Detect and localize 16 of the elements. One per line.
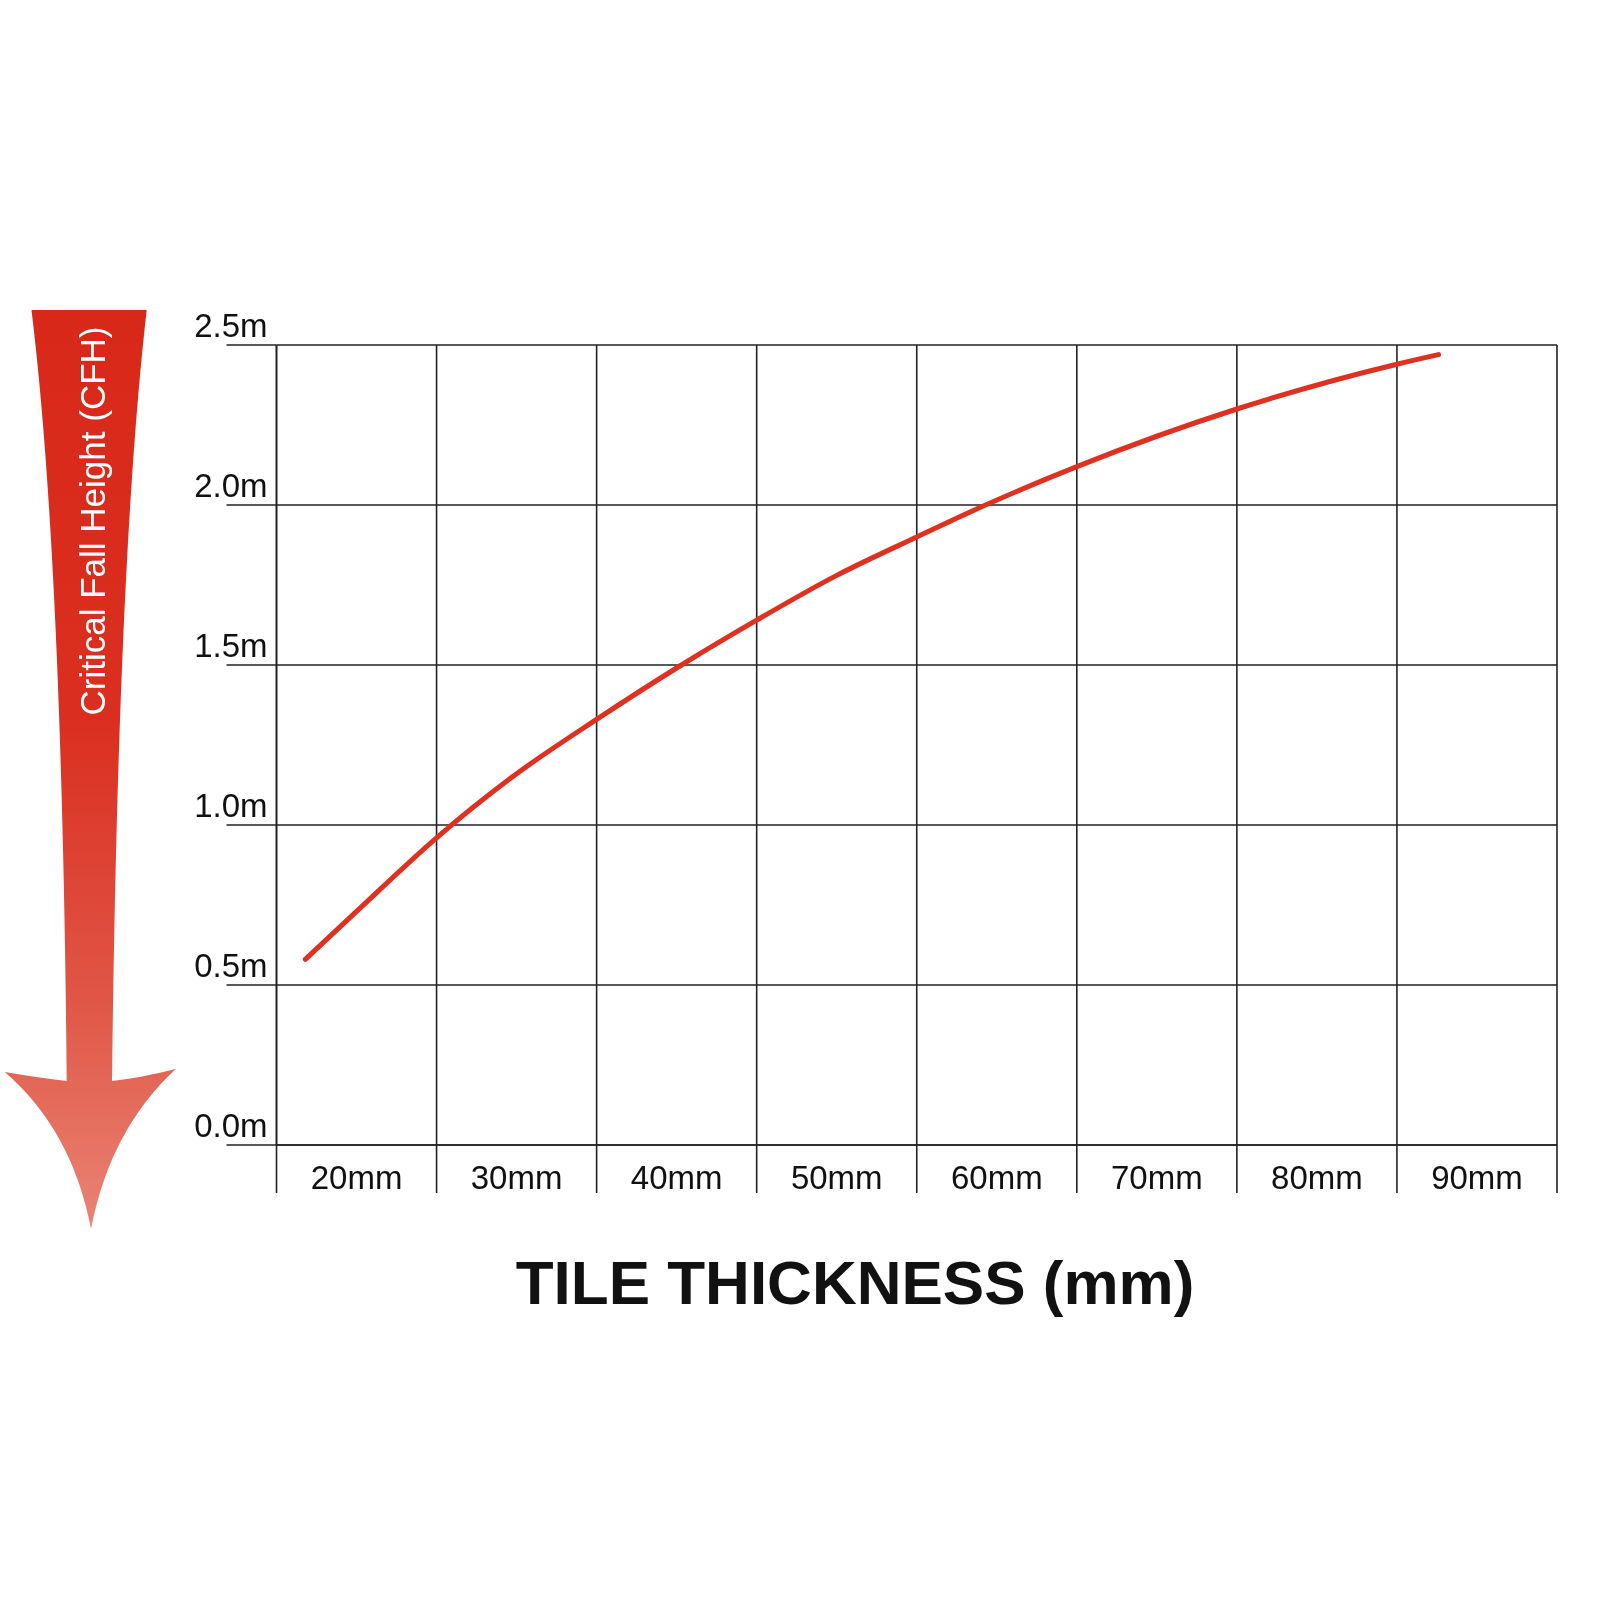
y-tick-label: 2.5m — [194, 307, 268, 344]
x-tick-label: 80mm — [1271, 1159, 1363, 1196]
x-tick-label: 40mm — [630, 1159, 723, 1196]
x-tick-label: 20mm — [310, 1159, 403, 1196]
x-axis-title: TILE THICKNESS (mm) — [515, 1248, 1195, 1317]
x-tick-label: 70mm — [1111, 1159, 1203, 1196]
x-tick-label: 90mm — [1431, 1159, 1523, 1196]
x-tick-label: 30mm — [470, 1159, 563, 1196]
y-tick-label: 1.0m — [194, 787, 268, 824]
y-tick-label: 0.5m — [194, 947, 268, 984]
y-tick-label: 1.5m — [194, 627, 268, 664]
x-tick-label: 60mm — [950, 1159, 1043, 1196]
y-axis-title: Critical Fall Height (CFH) — [72, 326, 112, 716]
x-tick-label: 50mm — [790, 1159, 883, 1196]
y-tick-label: 0.0m — [194, 1107, 268, 1144]
y-tick-label: 2.0m — [194, 467, 268, 504]
